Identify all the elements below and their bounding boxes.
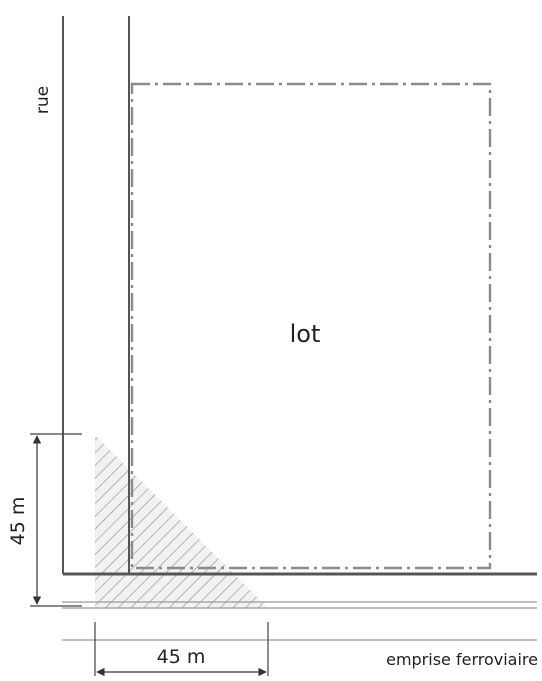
lot-label: lot xyxy=(290,320,321,348)
vertical-dimension-label: 45 m xyxy=(7,497,29,546)
street-label: rue xyxy=(33,86,53,114)
lot-outline xyxy=(130,82,492,570)
horizontal-dimension-label: 45 m xyxy=(157,646,206,668)
railway-label: emprise ferroviaire xyxy=(386,650,538,669)
visibility-triangle xyxy=(95,435,268,608)
